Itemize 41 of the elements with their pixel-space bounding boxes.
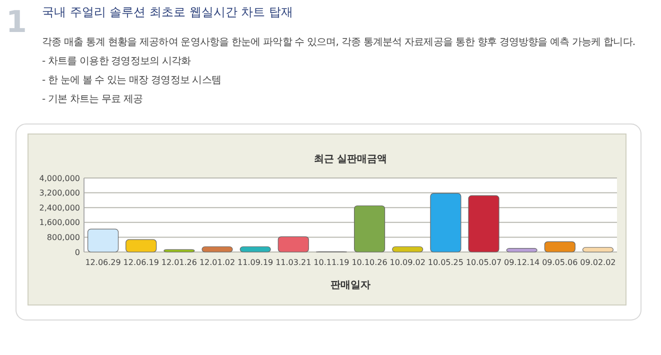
x-tick-label: 09.12.14 [504, 258, 540, 267]
x-tick-label: 10.05.07 [466, 258, 502, 267]
x-tick-label: 10.11.19 [314, 258, 350, 267]
bar [582, 247, 614, 252]
x-tick-label: 11.03.21 [276, 258, 312, 267]
bar [354, 205, 386, 252]
text: - 차트를 이용한 경영정보의 시각화 [42, 56, 192, 67]
bar [392, 246, 424, 252]
x-tick-label: 11.09.19 [238, 258, 274, 267]
bar [506, 248, 538, 252]
y-tick-label: 4,000,000 [39, 174, 80, 183]
text: 각종 매출 통계 현황을 제공하여 운영사항을 한눈에 파악할 수 있으며, 각종 통계분석 자료제공을 통한 향후 경영방향을 예측 가능케 합니다. [42, 37, 636, 48]
text: - 한 눈에 볼 수 있는 매장 경영정보 시스템 [42, 75, 222, 86]
bar [240, 246, 271, 252]
bar [88, 228, 119, 252]
bar [126, 239, 157, 252]
x-axis-title: 판매일자 [330, 280, 370, 291]
text: - 기본 차트는 무료 제공 [42, 94, 144, 105]
bar [544, 241, 576, 252]
x-tick-label: 12.06.19 [123, 258, 159, 267]
x-tick-label: 12.06.29 [85, 258, 121, 267]
x-tick-label: 10.10.26 [352, 258, 388, 267]
y-tick-label: 800,000 [46, 233, 80, 242]
bar [202, 246, 233, 252]
y-tick-label: 1,600,000 [39, 218, 80, 228]
x-tick-label: 12.01.26 [161, 258, 197, 267]
x-tick-label: 12.01.02 [199, 258, 236, 267]
chart-title: 최근 실판매금액 [314, 154, 388, 165]
y-tick-label: 2,400,000 [39, 203, 80, 212]
bar [468, 195, 500, 252]
y-tick-label: 3,200,000 [39, 188, 80, 198]
x-tick-label: 10.05.25 [428, 258, 464, 267]
bar [430, 193, 462, 252]
text: 1 [6, 5, 27, 40]
x-tick-label: 09.02.02 [580, 258, 616, 267]
y-tick-label: 0 [74, 248, 80, 257]
x-tick-label: 09.05.06 [542, 258, 578, 267]
bar [164, 249, 195, 252]
bar [278, 236, 309, 252]
x-tick-label: 10.09.02 [390, 258, 426, 267]
text: 국내 주얼리 솔루션 최초로 웹실시간 차트 탑재 [42, 5, 293, 19]
